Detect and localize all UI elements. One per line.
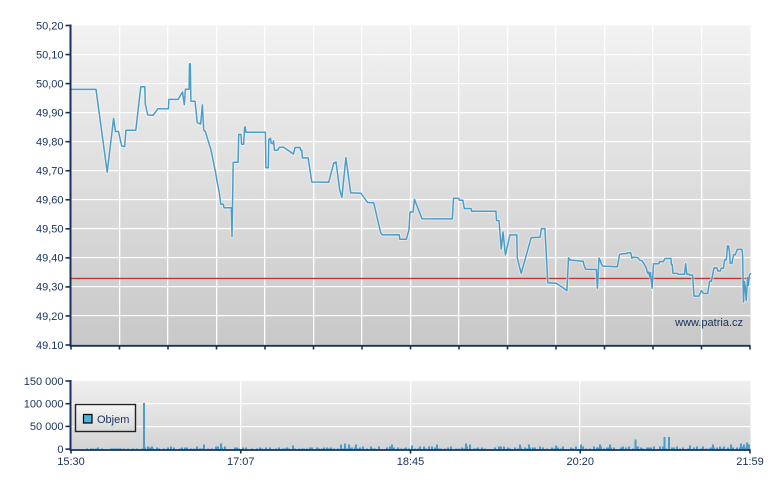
svg-text:49,20: 49,20 xyxy=(36,311,64,323)
svg-text:49,40: 49,40 xyxy=(36,253,64,265)
svg-text:20:20: 20:20 xyxy=(566,456,594,468)
svg-text:17:07: 17:07 xyxy=(227,456,255,468)
svg-text:150 000: 150 000 xyxy=(24,376,64,388)
svg-text:49,30: 49,30 xyxy=(36,282,64,294)
svg-text:50 000: 50 000 xyxy=(30,421,64,433)
svg-text:49,80: 49,80 xyxy=(36,137,64,149)
svg-text:49.10: 49.10 xyxy=(36,340,64,352)
svg-text:0: 0 xyxy=(57,444,63,456)
svg-text:21:59: 21:59 xyxy=(736,456,764,468)
svg-text:15:30: 15:30 xyxy=(57,456,85,468)
svg-text:50,20: 50,20 xyxy=(36,20,64,32)
svg-text:49,90: 49,90 xyxy=(36,107,64,119)
svg-text:49,60: 49,60 xyxy=(36,195,64,207)
svg-text:50,00: 50,00 xyxy=(36,78,64,90)
svg-text:49,70: 49,70 xyxy=(36,166,64,178)
svg-text:50,10: 50,10 xyxy=(36,49,64,61)
svg-text:49,50: 49,50 xyxy=(36,224,64,236)
svg-text:Objem: Objem xyxy=(97,414,129,426)
svg-text:www.patria.cz: www.patria.cz xyxy=(674,317,743,329)
svg-text:100 000: 100 000 xyxy=(24,399,64,411)
svg-text:18:45: 18:45 xyxy=(397,456,425,468)
